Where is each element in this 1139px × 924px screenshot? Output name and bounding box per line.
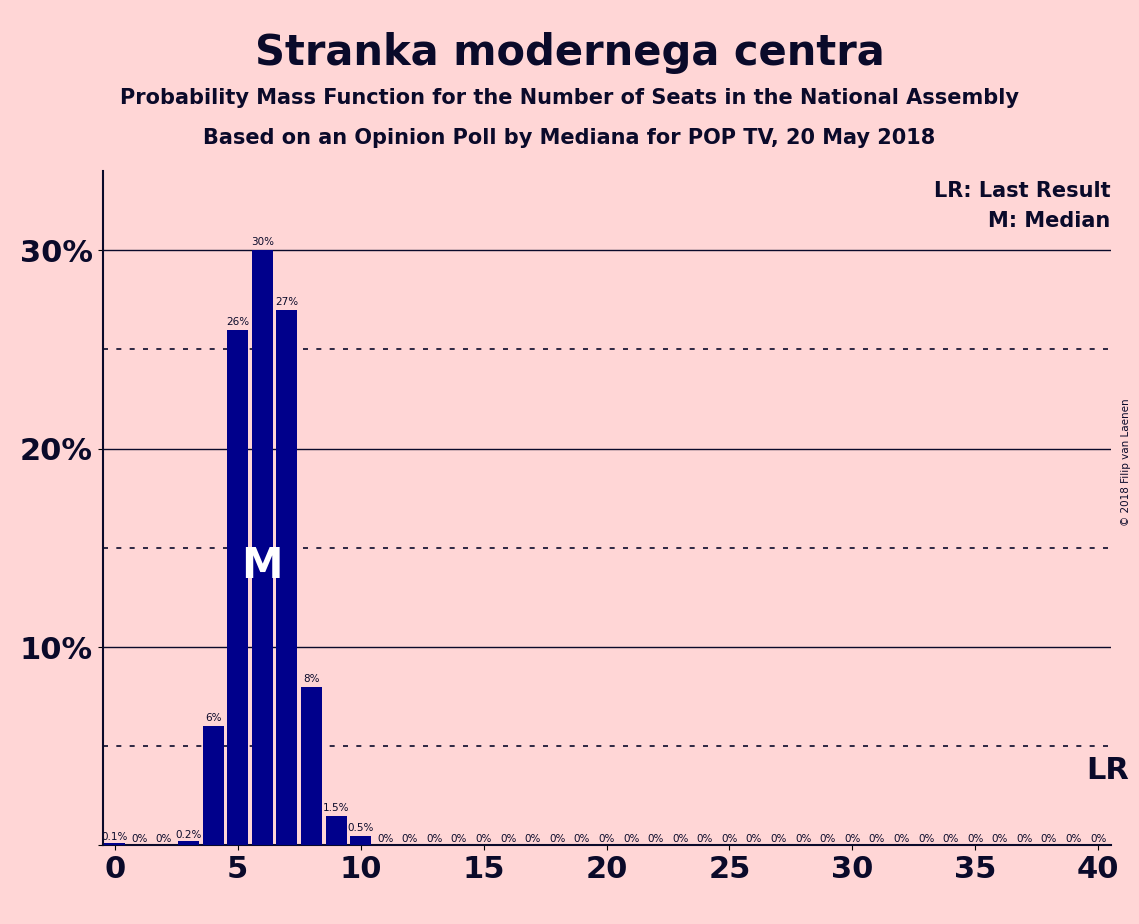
Text: Probability Mass Function for the Number of Seats in the National Assembly: Probability Mass Function for the Number… — [120, 88, 1019, 108]
Text: 0%: 0% — [426, 833, 443, 844]
Text: 0%: 0% — [721, 833, 738, 844]
Text: 1.5%: 1.5% — [322, 803, 350, 813]
Text: 27%: 27% — [276, 297, 298, 307]
Text: 0%: 0% — [795, 833, 811, 844]
Text: 0%: 0% — [402, 833, 418, 844]
Text: 26%: 26% — [227, 317, 249, 327]
Text: 0%: 0% — [1090, 833, 1106, 844]
Text: 0%: 0% — [377, 833, 393, 844]
Text: 0%: 0% — [549, 833, 566, 844]
Text: 8%: 8% — [303, 674, 320, 684]
Text: 0%: 0% — [820, 833, 836, 844]
Bar — [252, 250, 272, 845]
Text: 0%: 0% — [500, 833, 516, 844]
Text: 0%: 0% — [1065, 833, 1082, 844]
Text: 0%: 0% — [525, 833, 541, 844]
Text: Stranka modernega centra: Stranka modernega centra — [255, 32, 884, 74]
Text: 0%: 0% — [1016, 833, 1033, 844]
Text: LR: LR — [1085, 756, 1129, 784]
Text: 0%: 0% — [451, 833, 467, 844]
Text: 0%: 0% — [869, 833, 885, 844]
Bar — [277, 310, 297, 845]
Text: M: Median: M: Median — [989, 212, 1111, 231]
Text: 0.2%: 0.2% — [175, 830, 202, 840]
Text: 0%: 0% — [697, 833, 713, 844]
Bar — [326, 816, 346, 845]
Text: 0%: 0% — [672, 833, 688, 844]
Text: 0%: 0% — [770, 833, 787, 844]
Text: Based on an Opinion Poll by Mediana for POP TV, 20 May 2018: Based on an Opinion Poll by Mediana for … — [204, 128, 935, 148]
Text: 0%: 0% — [992, 833, 1008, 844]
Text: 0%: 0% — [967, 833, 983, 844]
Text: 0%: 0% — [647, 833, 664, 844]
Text: 0%: 0% — [131, 833, 148, 844]
Text: 0%: 0% — [623, 833, 639, 844]
Bar — [105, 844, 125, 845]
Text: 0%: 0% — [844, 833, 861, 844]
Text: 0%: 0% — [918, 833, 934, 844]
Text: 0.5%: 0.5% — [347, 822, 374, 833]
Bar — [301, 687, 322, 845]
Text: 0%: 0% — [598, 833, 615, 844]
Text: 0%: 0% — [475, 833, 492, 844]
Text: 0.1%: 0.1% — [101, 832, 128, 842]
Text: 0%: 0% — [943, 833, 959, 844]
Bar — [228, 330, 248, 845]
Text: M: M — [241, 545, 284, 587]
Bar — [178, 842, 199, 845]
Text: 30%: 30% — [251, 237, 273, 248]
Text: 6%: 6% — [205, 713, 221, 723]
Text: 0%: 0% — [1041, 833, 1057, 844]
Text: 0%: 0% — [156, 833, 172, 844]
Text: 0%: 0% — [746, 833, 762, 844]
Text: 0%: 0% — [574, 833, 590, 844]
Text: 0%: 0% — [893, 833, 910, 844]
Bar — [350, 835, 371, 845]
Text: LR: Last Result: LR: Last Result — [934, 181, 1111, 201]
Text: © 2018 Filip van Laenen: © 2018 Filip van Laenen — [1121, 398, 1131, 526]
Bar — [203, 726, 223, 845]
